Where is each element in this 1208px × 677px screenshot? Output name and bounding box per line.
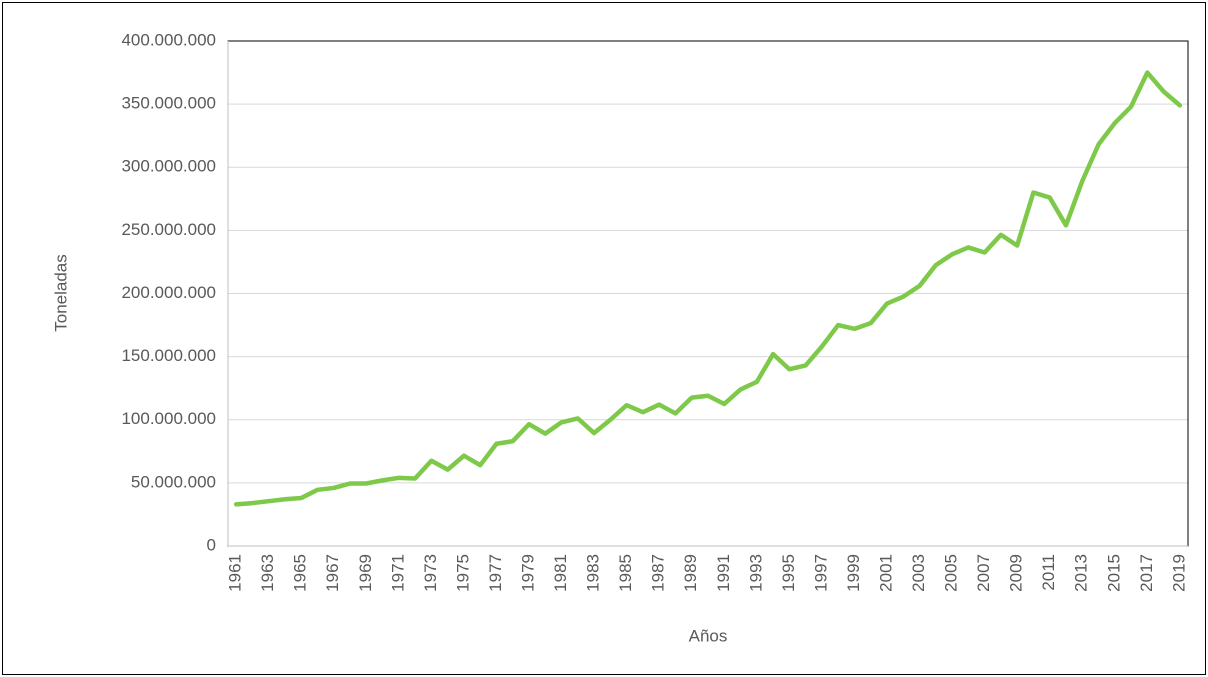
x-tick-label: 1977 [486, 554, 505, 592]
y-tick-label: 400.000.000 [121, 30, 216, 49]
x-tick-label: 2011 [1039, 554, 1058, 591]
y-tick-label: 50.000.000 [131, 472, 216, 491]
x-tick-label: 2005 [942, 554, 961, 592]
x-tick-label: 1997 [811, 554, 830, 592]
y-axis-title: Toneladas [51, 254, 70, 332]
x-tick-label: 1965 [291, 554, 310, 592]
x-tick-label: 2003 [909, 554, 928, 592]
x-tick-label: 2013 [1072, 554, 1091, 592]
x-tick-label: 1993 [746, 554, 765, 592]
x-axis-title: Años [689, 626, 728, 645]
x-tick-label: 1967 [323, 554, 342, 592]
x-tick-label: 2007 [974, 554, 993, 592]
x-tick-label: 2001 [876, 554, 895, 592]
x-tick-label: 2015 [1104, 554, 1123, 592]
x-tick-label: 1979 [519, 554, 538, 592]
x-tick-label: 2017 [1137, 554, 1156, 592]
y-tick-label: 200.000.000 [121, 283, 216, 302]
x-tick-label: 1961 [226, 554, 245, 592]
x-tick-label: 1973 [421, 554, 440, 592]
x-tick-label: 1975 [453, 554, 472, 592]
y-tick-label: 0 [207, 535, 216, 554]
x-tick-label: 1985 [616, 554, 635, 592]
y-tick-label: 100.000.000 [121, 409, 216, 428]
data-line [233, 70, 1183, 507]
x-tick-label: 1995 [779, 554, 798, 592]
y-tick-label: 150.000.000 [121, 346, 216, 365]
x-tick-label: 1971 [388, 554, 407, 592]
y-tick-label: 300.000.000 [121, 157, 216, 176]
x-tick-label: 1999 [844, 554, 863, 592]
x-tick-label: 2009 [1007, 554, 1026, 592]
x-tick-label: 1983 [584, 554, 603, 592]
x-tick-label: 1981 [551, 554, 570, 592]
y-tick-label: 250.000.000 [121, 220, 216, 239]
x-tick-label: 1987 [649, 554, 668, 592]
y-tick-label: 350.000.000 [121, 94, 216, 113]
x-tick-label: 1989 [681, 554, 700, 592]
x-tick-label: 1991 [714, 554, 733, 592]
x-tick-label: 1969 [356, 554, 375, 592]
x-tick-label: 2019 [1169, 554, 1188, 592]
x-tick-label: 1963 [258, 554, 277, 592]
